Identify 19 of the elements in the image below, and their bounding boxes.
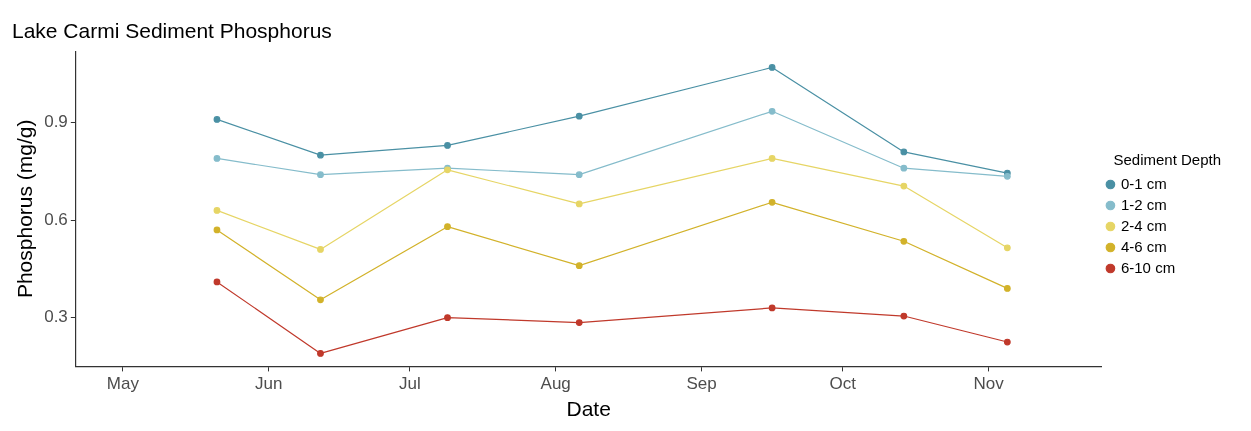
legend-label: 2-4 cm — [1120, 216, 1167, 234]
x-tick-label: Oct — [829, 374, 857, 394]
x-tick-label: Jun — [255, 374, 283, 394]
y-tick-label: 0.6 — [44, 209, 68, 229]
chart-title: Lake Carmi Sediment Phosphorus — [12, 19, 332, 43]
x-tick-label: Sep — [686, 374, 717, 394]
x-tick-label: Jul — [398, 374, 421, 394]
y-tick-label: 0.3 — [44, 307, 68, 327]
x-tick-label: Aug — [540, 374, 571, 394]
legend-title: Sediment Depth — [1113, 150, 1222, 168]
y-axis-title: Phosphorus (mg/g) — [13, 119, 37, 299]
legend-label: 4-6 cm — [1120, 237, 1167, 255]
legend-label: 1-2 cm — [1120, 195, 1167, 213]
y-tick-label: 0.9 — [44, 112, 68, 132]
x-tick-label: Nov — [973, 374, 1005, 394]
legend-label: 6-10 cm — [1120, 258, 1176, 276]
x-tick-label: May — [106, 374, 140, 394]
legend-label: 0-1 cm — [1120, 174, 1167, 192]
x-axis-title: Date — [566, 397, 611, 421]
